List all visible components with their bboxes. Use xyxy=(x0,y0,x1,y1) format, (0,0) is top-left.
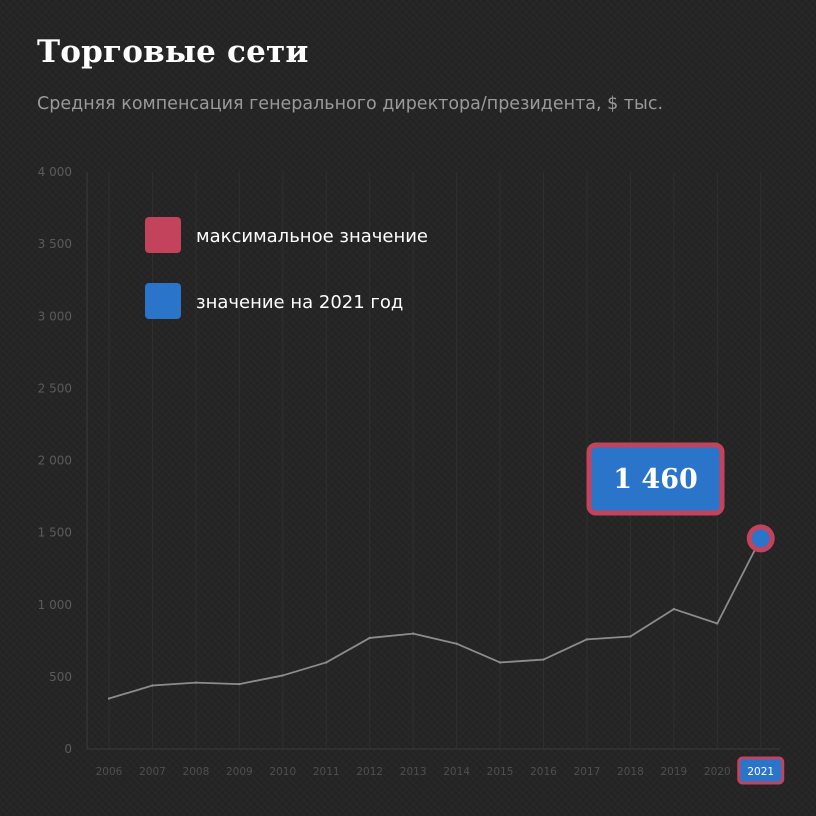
data-point xyxy=(455,642,458,645)
x-tick-label: 2016 xyxy=(530,766,557,778)
x-tick-label: 2010 xyxy=(269,766,296,778)
x-tick-label: 2018 xyxy=(617,766,644,778)
data-point xyxy=(716,622,719,625)
x-tick-label: 2020 xyxy=(704,766,731,778)
data-point xyxy=(672,607,676,611)
series-line-group xyxy=(107,537,762,700)
data-point xyxy=(194,681,198,684)
x-tick-label: 2019 xyxy=(660,766,687,778)
legend-label-max: максимальное значение xyxy=(196,226,428,247)
data-point xyxy=(368,636,371,640)
data-point xyxy=(107,697,111,700)
data-point xyxy=(411,632,415,635)
x-tick-label-highlight: 2021 xyxy=(747,766,774,778)
x-tick-label: 2008 xyxy=(183,766,210,778)
legend-label-current: значение на 2021 год xyxy=(196,292,403,313)
x-tick-label: 2017 xyxy=(574,766,601,778)
y-tick-label: 2 000 xyxy=(38,454,72,468)
x-tick-highlight-box xyxy=(737,756,785,785)
x-tick-label: 2007 xyxy=(139,766,166,778)
highlight-marker-inner xyxy=(751,529,770,548)
x-tick-label: 2009 xyxy=(226,766,253,778)
data-point xyxy=(585,638,589,641)
legend-swatch-current xyxy=(145,283,181,319)
data-point xyxy=(498,661,502,664)
callout-box xyxy=(586,442,725,516)
callout-value: 1 460 xyxy=(613,464,698,495)
data-point xyxy=(629,635,632,638)
x-tick-label: 2013 xyxy=(400,766,427,778)
highlight-group xyxy=(746,524,775,553)
y-tick-label: 4 000 xyxy=(38,165,72,179)
chart-title: Торговые сети xyxy=(37,34,309,70)
x-tick-label: 2014 xyxy=(443,766,470,778)
y-tick-label: 3 500 xyxy=(38,237,72,251)
data-point xyxy=(281,674,284,677)
x-tick-label: 2011 xyxy=(313,766,340,778)
y-axis-ticks: 0 500 1 000 1 500 2 000 2 500 3 000 3 500 4 000 xyxy=(38,165,72,756)
x-axis-ticks: 2006 2007 2008 2009 2010 2011 2012 2013 2014 2015… xyxy=(96,756,785,785)
y-tick-label: 1 000 xyxy=(38,598,72,612)
legend: максимальное значение значение на 2021 г… xyxy=(145,217,428,319)
y-tick-label: 3 000 xyxy=(38,309,72,323)
chart-subtitle: Средняя компенсация генерального директо… xyxy=(37,94,664,114)
x-tick-label: 2012 xyxy=(356,766,383,778)
data-point xyxy=(238,682,241,686)
y-tick-label: 500 xyxy=(49,670,72,684)
axes xyxy=(86,172,780,750)
y-tick-label: 1 500 xyxy=(38,526,72,540)
legend-swatch-max xyxy=(145,217,181,253)
y-tick-label: 2 500 xyxy=(38,381,72,395)
y-tick-label: 0 xyxy=(64,742,72,756)
data-point xyxy=(151,684,154,687)
series-line xyxy=(108,537,762,700)
grid-lines xyxy=(108,172,762,749)
x-tick-label: 2015 xyxy=(487,766,514,778)
value-callout: 1 460 xyxy=(586,442,725,516)
data-point xyxy=(542,658,545,661)
data-point xyxy=(325,661,328,664)
x-tick-label: 2006 xyxy=(96,766,123,778)
